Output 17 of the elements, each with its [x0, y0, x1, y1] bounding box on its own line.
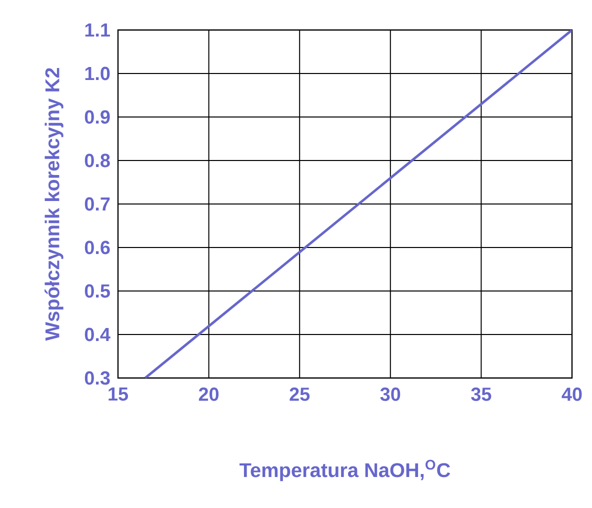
x-tick-label: 15: [108, 388, 128, 401]
x-tick-label: 30: [380, 388, 400, 401]
y-tick-label: 0.8: [84, 154, 110, 168]
y-tick-label: 0.3: [84, 371, 110, 385]
y-tick-label: 0.5: [84, 284, 110, 298]
x-axis-title: Temperatura NaOH,$^{O}$C: [240, 460, 450, 482]
y-tick-label: 0.7: [84, 197, 110, 211]
y-axis-title: Współczynnik korekcyjny K2: [44, 68, 64, 341]
y-tick-label: 1.1: [85, 23, 110, 37]
x-tick-label: 35: [471, 388, 492, 401]
x-tick-label: 25: [290, 388, 310, 401]
y-tick-label: 0.6: [84, 240, 110, 254]
y-tick-label: 1.0: [85, 66, 110, 80]
y-tick-label: 0.9: [84, 110, 110, 124]
x-tick-label: 40: [562, 388, 582, 401]
y-tick-label: 0.4: [84, 328, 110, 342]
x-tick-label: 20: [198, 388, 219, 401]
